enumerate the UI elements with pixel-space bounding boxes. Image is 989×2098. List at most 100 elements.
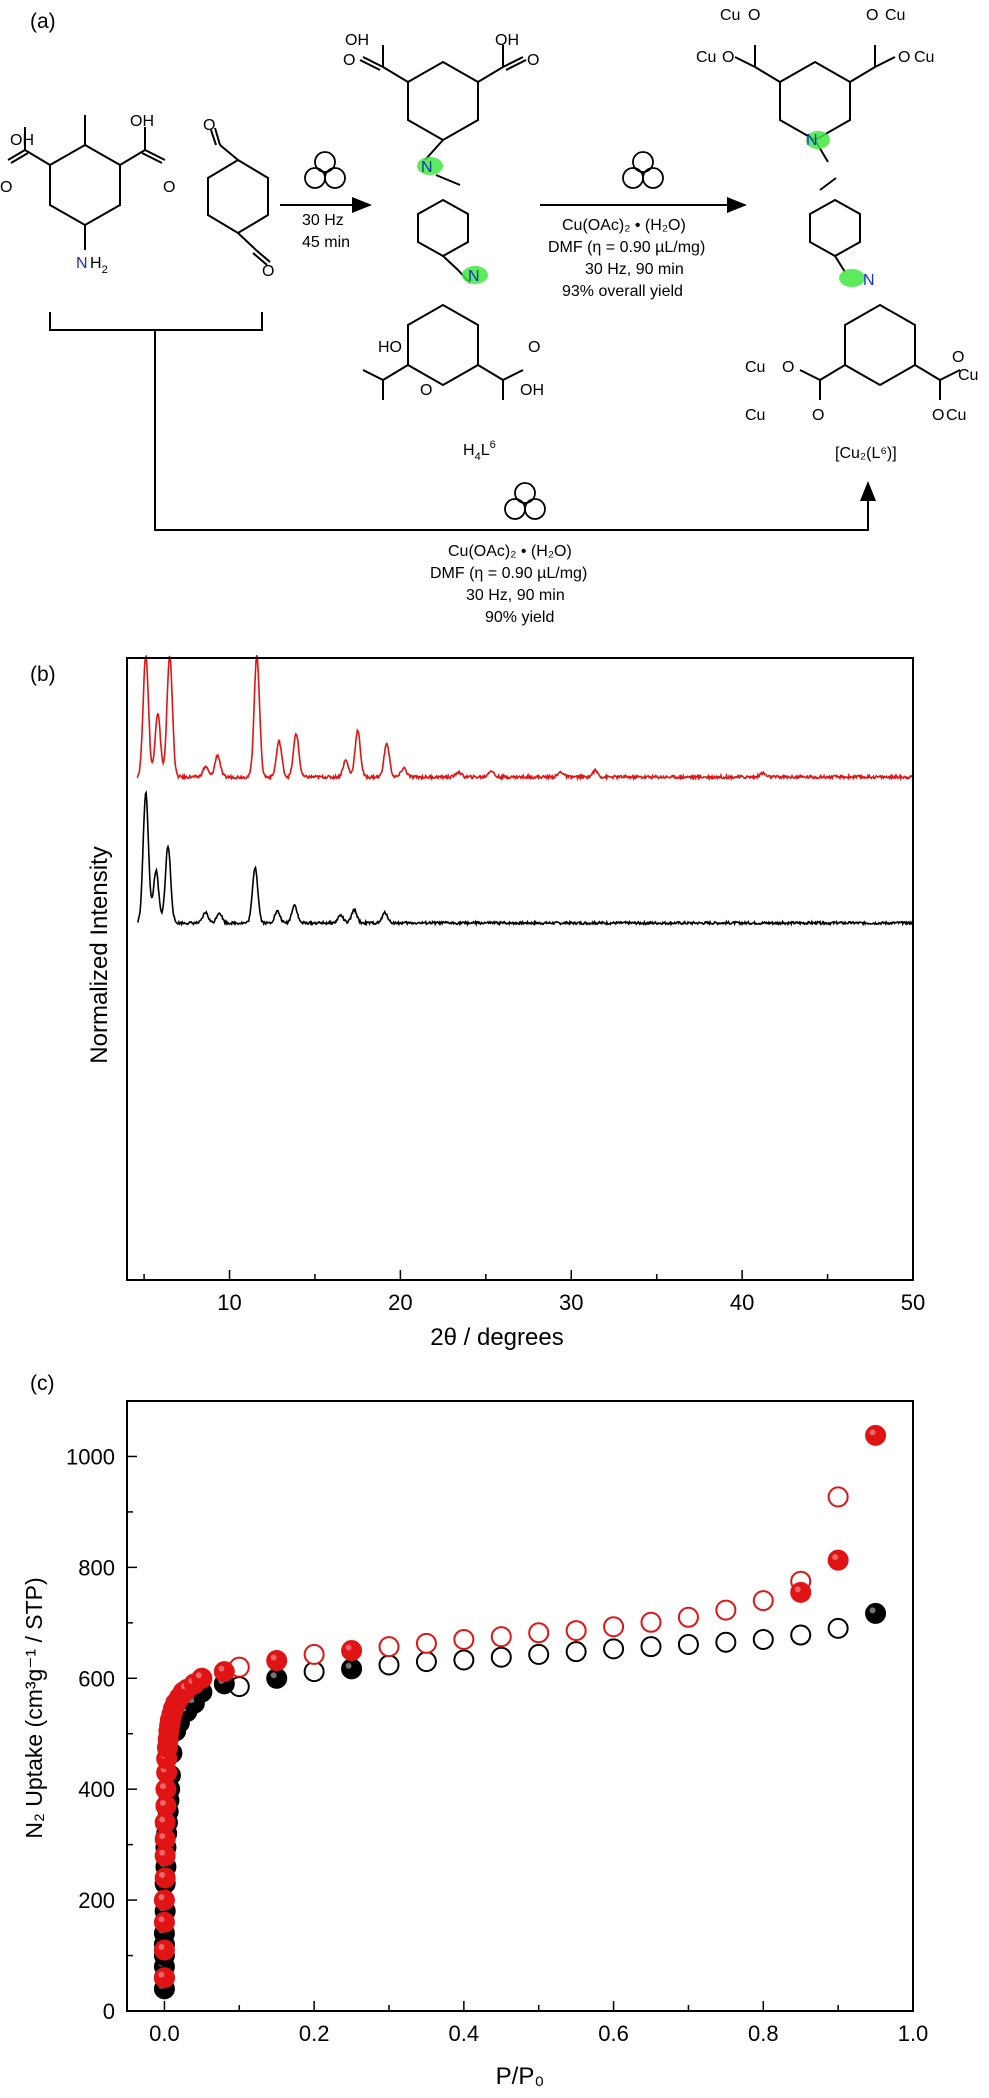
point-highlight: [159, 1816, 166, 1823]
point-highlight: [270, 1672, 277, 1679]
atom-label: O: [0, 179, 12, 196]
synthesis-scheme: OH O O OH N H2 O O 30 Hz 45 min OH O OH …: [0, 7, 978, 626]
black-filled-point: [341, 1658, 363, 1680]
atom-label: Cu: [745, 359, 765, 376]
atom-label: N: [468, 268, 480, 285]
product-cu2l6: [734, 45, 961, 400]
point-highlight: [794, 1586, 801, 1593]
red-open-point: [415, 1632, 437, 1654]
point-highlight: [159, 1799, 166, 1806]
atom-label: Cu: [958, 367, 978, 384]
red-open-point: [490, 1626, 512, 1648]
red-filled-point: [827, 1549, 849, 1571]
atom-label: N: [421, 159, 433, 176]
red-open-point: [677, 1606, 699, 1628]
red-filled-point: [153, 1911, 175, 1933]
red-filled-point: [191, 1667, 213, 1689]
point-highlight: [159, 1849, 166, 1856]
arrow1-line1: 30 Hz: [302, 212, 344, 229]
atom-label: O: [748, 7, 760, 24]
y-tick-label: 1000: [66, 1444, 115, 1469]
black-open-point: [528, 1643, 550, 1665]
black-open-point: [715, 1631, 737, 1653]
atom-label: OH: [520, 382, 544, 399]
arrow1-line2: 45 min: [302, 234, 350, 251]
point-highlight: [345, 1644, 352, 1651]
black-open-point: [603, 1638, 625, 1660]
point-highlight: [159, 1783, 166, 1790]
reactant-terephthalaldehyde: [207, 127, 271, 266]
red-open-point: [640, 1611, 662, 1633]
atom-label: Cu: [914, 49, 934, 66]
point-highlight: [270, 1654, 277, 1661]
atom-label: O: [420, 382, 432, 399]
red-filled-point: [341, 1640, 363, 1662]
arrow2-line1: Cu(OAc)₂ • (H₂O): [562, 217, 686, 234]
point-highlight: [158, 1894, 165, 1901]
pxrd-chart: 10 20 30 40 50 2θ / degrees Normalized Inten…: [86, 655, 925, 1351]
x-tick-label: 0.2: [299, 2021, 330, 2046]
atom-label: O: [722, 49, 734, 66]
ball-mill-icon: [304, 151, 346, 189]
point-highlight: [832, 1554, 839, 1561]
atom-label: N: [863, 272, 875, 289]
ball-mill-icon: [622, 151, 664, 189]
atom-label: OH: [130, 113, 154, 130]
arrow3-line1: Cu(OAc)₂ • (H₂O): [448, 543, 572, 560]
x-tick-label: 1.0: [898, 2021, 929, 2046]
red-open-point: [303, 1643, 325, 1665]
red-filled-point: [865, 1424, 887, 1446]
atom-label: Cu: [696, 49, 716, 66]
x-tick-label: 0.6: [598, 2021, 629, 2046]
point-highlight: [195, 1672, 202, 1679]
atom-label: O: [952, 349, 964, 366]
y-axis-label: Normalized Intensity: [86, 846, 113, 1063]
point-highlight: [159, 1833, 166, 1840]
reactant-aminoisophthalic-acid: [7, 115, 166, 250]
atom-label: O: [812, 407, 824, 424]
atom-label: O: [262, 263, 274, 280]
red-filled-point: [153, 1967, 175, 1989]
isotherm-chart: 0.0 0.2 0.4 0.6 0.8 1.0 0 200 400 600 800 1000 P/P₀…: [21, 1400, 929, 2090]
atom-label: O: [163, 179, 175, 196]
atom-label: N: [76, 255, 88, 272]
point-highlight: [869, 1607, 876, 1614]
black-open-point: [453, 1649, 475, 1671]
red-open-point: [528, 1622, 550, 1644]
red-filled-point: [153, 1889, 175, 1911]
atom-label: O: [527, 52, 539, 69]
atom-label: Cu: [745, 407, 765, 424]
black-open-point: [378, 1654, 400, 1676]
black-open-point: [565, 1641, 587, 1663]
black-open-point: [490, 1646, 512, 1668]
red-open-point: [453, 1628, 475, 1650]
red-open-point: [603, 1616, 625, 1638]
arrow2-line3: 30 Hz, 90 min: [585, 261, 684, 278]
black-open-point: [752, 1628, 774, 1650]
y-tick-label: 600: [78, 1666, 115, 1691]
arrow2-line2: DMF (η = 0.90 µL/mg): [548, 239, 705, 256]
red-filled-point: [154, 1867, 176, 1889]
atom-label: OH: [345, 32, 369, 49]
atom-label: Cu: [885, 7, 905, 24]
x-tick-label: 0.0: [149, 2021, 180, 2046]
x-tick-label: 0.4: [449, 2021, 480, 2046]
x-axis-label: 2θ / degrees: [430, 1324, 563, 1351]
red-open-point: [378, 1636, 400, 1658]
black-open-point: [640, 1636, 662, 1658]
arrow3-line2: DMF (η = 0.90 µL/mg): [430, 565, 587, 582]
red-open-point: [715, 1599, 737, 1621]
ligand-name: H4L6: [463, 439, 496, 463]
atom-label: H2: [90, 255, 108, 276]
point-highlight: [158, 1971, 165, 1978]
plot-frame: [126, 657, 914, 1281]
arrow3-line4: 90% yield: [485, 609, 554, 626]
atom-label: O: [898, 49, 910, 66]
black-open-point: [790, 1624, 812, 1646]
pxrd-series-3: [136, 790, 914, 927]
y-tick-label: 800: [78, 1555, 115, 1580]
y-tick-label: 200: [78, 1888, 115, 1913]
x-tick-label: 0.8: [748, 2021, 779, 2046]
black-open-point: [677, 1633, 699, 1655]
x-axis-label: P/P₀: [496, 2063, 545, 2090]
